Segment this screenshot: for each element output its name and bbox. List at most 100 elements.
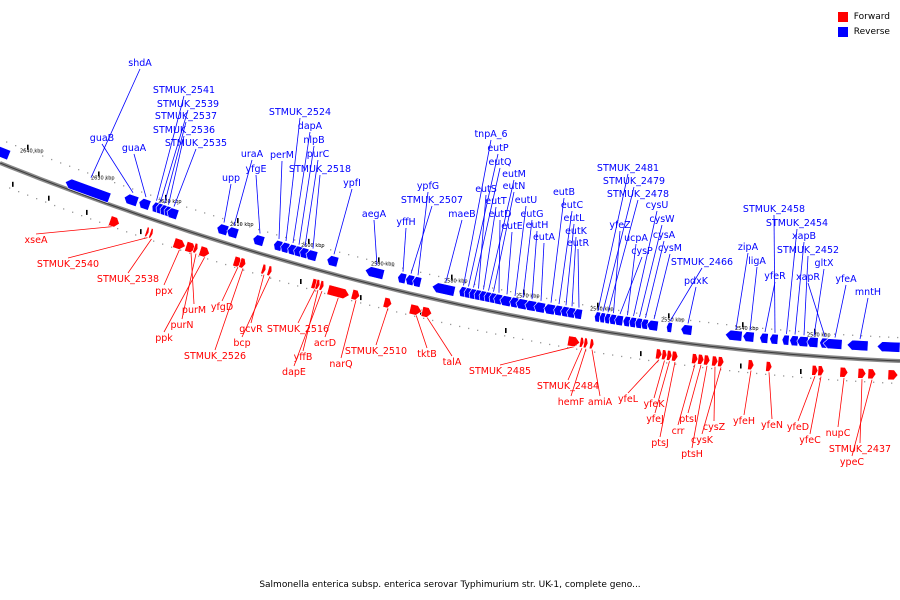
gene-label-eutC[interactable]: eutC — [561, 200, 584, 211]
legend-forward[interactable]: Forward — [837, 9, 890, 24]
gene-labels[interactable]: shdAguaBguaASTMUK_2541STMUK_2539STMUK_25… — [25, 58, 892, 468]
gene-label-STMUK_2454[interactable]: STMUK_2454 — [766, 218, 828, 229]
gene-arrow-shape[interactable] — [846, 339, 869, 352]
gene-arrow-shape[interactable] — [238, 257, 248, 269]
gene-arrow-shape[interactable] — [420, 306, 433, 318]
gene-arrow-shape[interactable] — [747, 359, 755, 371]
gene-arrow-ppk[interactable] — [198, 245, 211, 259]
gene-arrow-yffB[interactable] — [314, 278, 321, 290]
gene-label-eutQ[interactable]: eutQ — [488, 157, 511, 168]
gene-arrow-shape[interactable] — [397, 272, 408, 285]
gene-label-yfeR[interactable]: yfeR — [764, 271, 786, 282]
gene-arrow-shdA[interactable] — [64, 177, 112, 204]
gene-arrow-cysA[interactable] — [640, 318, 649, 330]
gene-label-gcvR[interactable]: gcvR — [239, 324, 263, 335]
gene-label-guaB[interactable]: guaB — [90, 133, 114, 144]
gene-label-eutP[interactable]: eutP — [487, 143, 509, 154]
gene-arrow-eutE[interactable] — [499, 295, 513, 308]
gene-label-ypeC[interactable]: ypeC — [840, 457, 864, 468]
gene-arrow-maeB[interactable] — [431, 282, 457, 297]
gene-label-eutT[interactable]: eutT — [485, 196, 507, 207]
gene-arrow-partial-right[interactable] — [876, 341, 900, 353]
gene-label-STMUK_2485[interactable]: STMUK_2485 — [469, 366, 531, 377]
gene-arrow-yfeR[interactable] — [759, 332, 769, 344]
gene-arrow-STMUK_2479[interactable] — [599, 312, 607, 324]
gene-arrow-yfeN[interactable] — [765, 360, 773, 372]
gene-arrow-yfeZ[interactable] — [608, 313, 618, 326]
gene-arrow-shape[interactable] — [144, 226, 150, 238]
gene-arrow-shape[interactable] — [671, 350, 679, 362]
gene-label-cysA[interactable]: cysA — [653, 230, 676, 241]
gene-arrow-shape[interactable] — [839, 366, 849, 378]
gene-arrow-shape[interactable] — [350, 288, 361, 301]
gene-arrow-shape[interactable] — [691, 353, 699, 365]
gene-arrow-shape[interactable] — [599, 312, 607, 324]
gene-label-tktB[interactable]: tktB — [417, 349, 436, 360]
gene-arrow-shape[interactable] — [499, 295, 513, 308]
gene-arrow-crr[interactable] — [691, 353, 699, 365]
gene-label-yfeL[interactable]: yfeL — [618, 394, 639, 405]
gene-arrow-shape[interactable] — [431, 282, 457, 297]
gene-arrow-shape[interactable] — [566, 307, 577, 319]
gene-arrow-yfgE[interactable] — [252, 234, 266, 247]
gene-arrow-shape[interactable] — [817, 365, 825, 377]
gene-label-aegA[interactable]: aegA — [362, 209, 387, 220]
gene-arrow-eutK[interactable] — [566, 307, 577, 319]
gene-arrow-shape[interactable] — [64, 177, 112, 204]
gene-arrow-zipA[interactable] — [724, 329, 743, 342]
gene-label-nupC[interactable]: nupC — [826, 428, 851, 439]
gene-arrow-shape[interactable] — [266, 265, 274, 277]
gene-arrow-shape[interactable] — [225, 226, 240, 240]
gene-label-xapR[interactable]: xapR — [796, 272, 820, 283]
gene-arrow-shape[interactable] — [515, 298, 529, 311]
gene-label-talA[interactable]: talA — [443, 357, 462, 368]
gene-label-ptsI[interactable]: ptsI — [679, 414, 697, 425]
gene-label-STMUK_2537[interactable]: STMUK_2537 — [155, 111, 217, 122]
gene-arrow-shape[interactable] — [582, 337, 589, 349]
gene-arrow-pdxK[interactable] — [680, 324, 693, 336]
gene-arrow-shape[interactable] — [781, 334, 790, 346]
gene-arrow-dapE[interactable] — [318, 279, 325, 291]
gene-arrow-eutC[interactable] — [553, 304, 564, 317]
gene-label-STMUK_2541[interactable]: STMUK_2541 — [153, 85, 215, 96]
gene-arrow-ptsJ[interactable] — [671, 350, 679, 362]
gene-features[interactable] — [0, 144, 900, 381]
gene-arrow-shape[interactable] — [566, 335, 581, 348]
gene-arrow-uraA[interactable] — [225, 226, 240, 240]
gene-arrow-shape[interactable] — [640, 318, 649, 330]
gene-arrow-shape[interactable] — [628, 316, 638, 329]
gene-arrow-STMUK_2510[interactable] — [382, 296, 393, 309]
gene-label-upp[interactable]: upp — [222, 173, 240, 184]
gene-arrow-shape[interactable] — [405, 274, 416, 287]
gene-label-uraA[interactable]: uraA — [241, 149, 264, 160]
gene-arrow-shape[interactable] — [680, 324, 693, 336]
gene-arrow-cysM[interactable] — [646, 319, 659, 332]
gene-arrow-shape[interactable] — [305, 249, 319, 262]
gene-arrow-shape[interactable] — [326, 284, 351, 300]
gene-label-eutU[interactable]: eutU — [515, 195, 538, 206]
gene-label-yffB[interactable]: yffB — [294, 352, 313, 363]
gene-arrow-shape[interactable] — [887, 369, 899, 381]
gene-label-eutA[interactable]: eutA — [533, 232, 556, 243]
gene-arrow-shape[interactable] — [789, 335, 799, 347]
gene-arrow-STMUK_2507[interactable] — [405, 274, 416, 287]
gene-arrow-cysP[interactable] — [614, 314, 625, 327]
gene-arrow-shape[interactable] — [573, 308, 584, 320]
gene-label-yfeA[interactable]: yfeA — [835, 274, 857, 285]
gene-arrow-tktB[interactable] — [408, 303, 423, 316]
gene-arrow-shape[interactable] — [604, 313, 612, 325]
gene-arrow-nupC[interactable] — [839, 366, 849, 378]
gene-arrow-shape[interactable] — [857, 367, 867, 379]
gene-arrow-STMUK_2540[interactable] — [144, 226, 150, 238]
gene-label-hemF[interactable]: hemF — [558, 397, 585, 408]
gene-arrow-xapB[interactable] — [789, 335, 799, 347]
gene-arrow-narQ[interactable] — [350, 288, 361, 301]
gene-arrow-ppx[interactable] — [172, 237, 187, 251]
gene-label-ypfG[interactable]: ypfG — [417, 181, 439, 192]
gene-arrow-shape[interactable] — [765, 360, 773, 372]
gene-label-STMUK_2524[interactable]: STMUK_2524 — [269, 107, 331, 118]
gene-label-xapB[interactable]: xapB — [792, 231, 816, 242]
gene-label-STMUK_2458[interactable]: STMUK_2458 — [743, 204, 805, 215]
gene-arrow-STMUK_2454[interactable] — [781, 334, 790, 346]
gene-label-STMUK_2510[interactable]: STMUK_2510 — [345, 346, 407, 357]
